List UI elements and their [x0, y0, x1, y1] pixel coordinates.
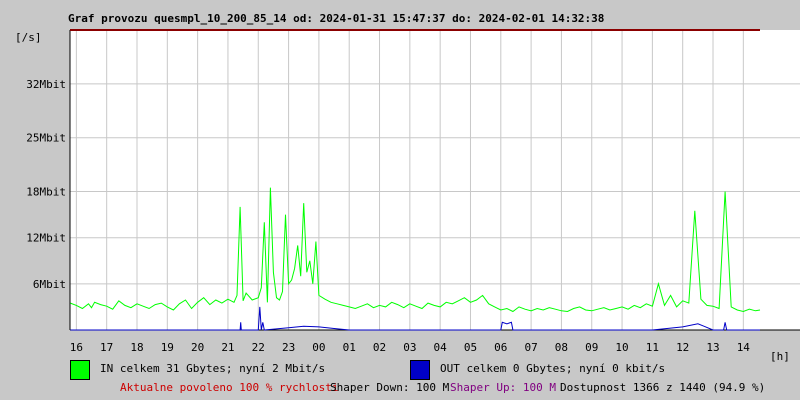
y-tick-label: 32Mbit — [26, 78, 66, 91]
series-out-line — [70, 306, 760, 331]
x-tick-label: 05 — [464, 341, 477, 354]
x-tick-label: 16 — [70, 341, 83, 354]
plot-area — [70, 30, 800, 330]
y-tick-label: 6Mbit — [33, 278, 66, 291]
x-tick-label: 17 — [100, 341, 113, 354]
x-tick-label: 12 — [676, 341, 689, 354]
x-tick-label: 10 — [615, 341, 628, 354]
x-tick-label: 14 — [737, 341, 751, 354]
x-tick-label: 20 — [191, 341, 204, 354]
y-tick-label: 12Mbit — [26, 232, 66, 245]
x-tick-label: 09 — [585, 341, 598, 354]
x-tick-label: 08 — [555, 341, 568, 354]
axes: 16 17 18 19 20 21 22 23 00 01 02 03 04 05 06 07 08 09 10 11… — [26, 30, 800, 354]
allowed-speed-text: Aktualne povoleno 100 % rychlosti — [120, 381, 339, 394]
x-tick-label: 23 — [282, 341, 295, 354]
x-tick-label: 11 — [646, 341, 659, 354]
series-in-line — [70, 187, 761, 313]
x-tick-label: 18 — [130, 341, 143, 354]
x-tick-label: 00 — [312, 341, 325, 354]
y-axis-label: [/s] — [15, 31, 42, 44]
x-tick-label: 19 — [161, 341, 174, 354]
chart-title: Graf provozu quesmpl_10_200_85_14 od: 20… — [68, 12, 605, 25]
x-tick-label: 04 — [434, 341, 448, 354]
series-layer — [70, 29, 761, 331]
x-axis-label: [h] — [770, 350, 790, 363]
y-tick-label: 18Mbit — [26, 186, 66, 199]
shaper-up-text: Shaper Up: 100 M — [450, 381, 556, 394]
in-legend-text: IN celkem 31 Gbytes; nyní 2 Mbit/s — [100, 362, 326, 375]
x-tick-label: 22 — [252, 341, 265, 354]
x-tick-label: 07 — [524, 341, 537, 354]
in-legend-swatch — [70, 360, 90, 380]
x-tick-label: 06 — [494, 341, 507, 354]
shaper-down-text: Shaper Down: 100 M — [330, 381, 450, 394]
x-tick-label: 21 — [221, 341, 234, 354]
out-legend-swatch — [410, 360, 430, 380]
x-tick-label: 13 — [706, 341, 719, 354]
x-tick-label: 02 — [373, 341, 386, 354]
out-legend-text: OUT celkem 0 Gbytes; nyní 0 kbit/s — [440, 362, 666, 375]
availability-text: Dostupnost 1366 z 1440 (94.9 %) — [560, 381, 766, 394]
x-tick-label: 01 — [343, 341, 356, 354]
y-tick-label: 25Mbit — [26, 132, 66, 145]
x-tick-label: 03 — [403, 341, 416, 354]
